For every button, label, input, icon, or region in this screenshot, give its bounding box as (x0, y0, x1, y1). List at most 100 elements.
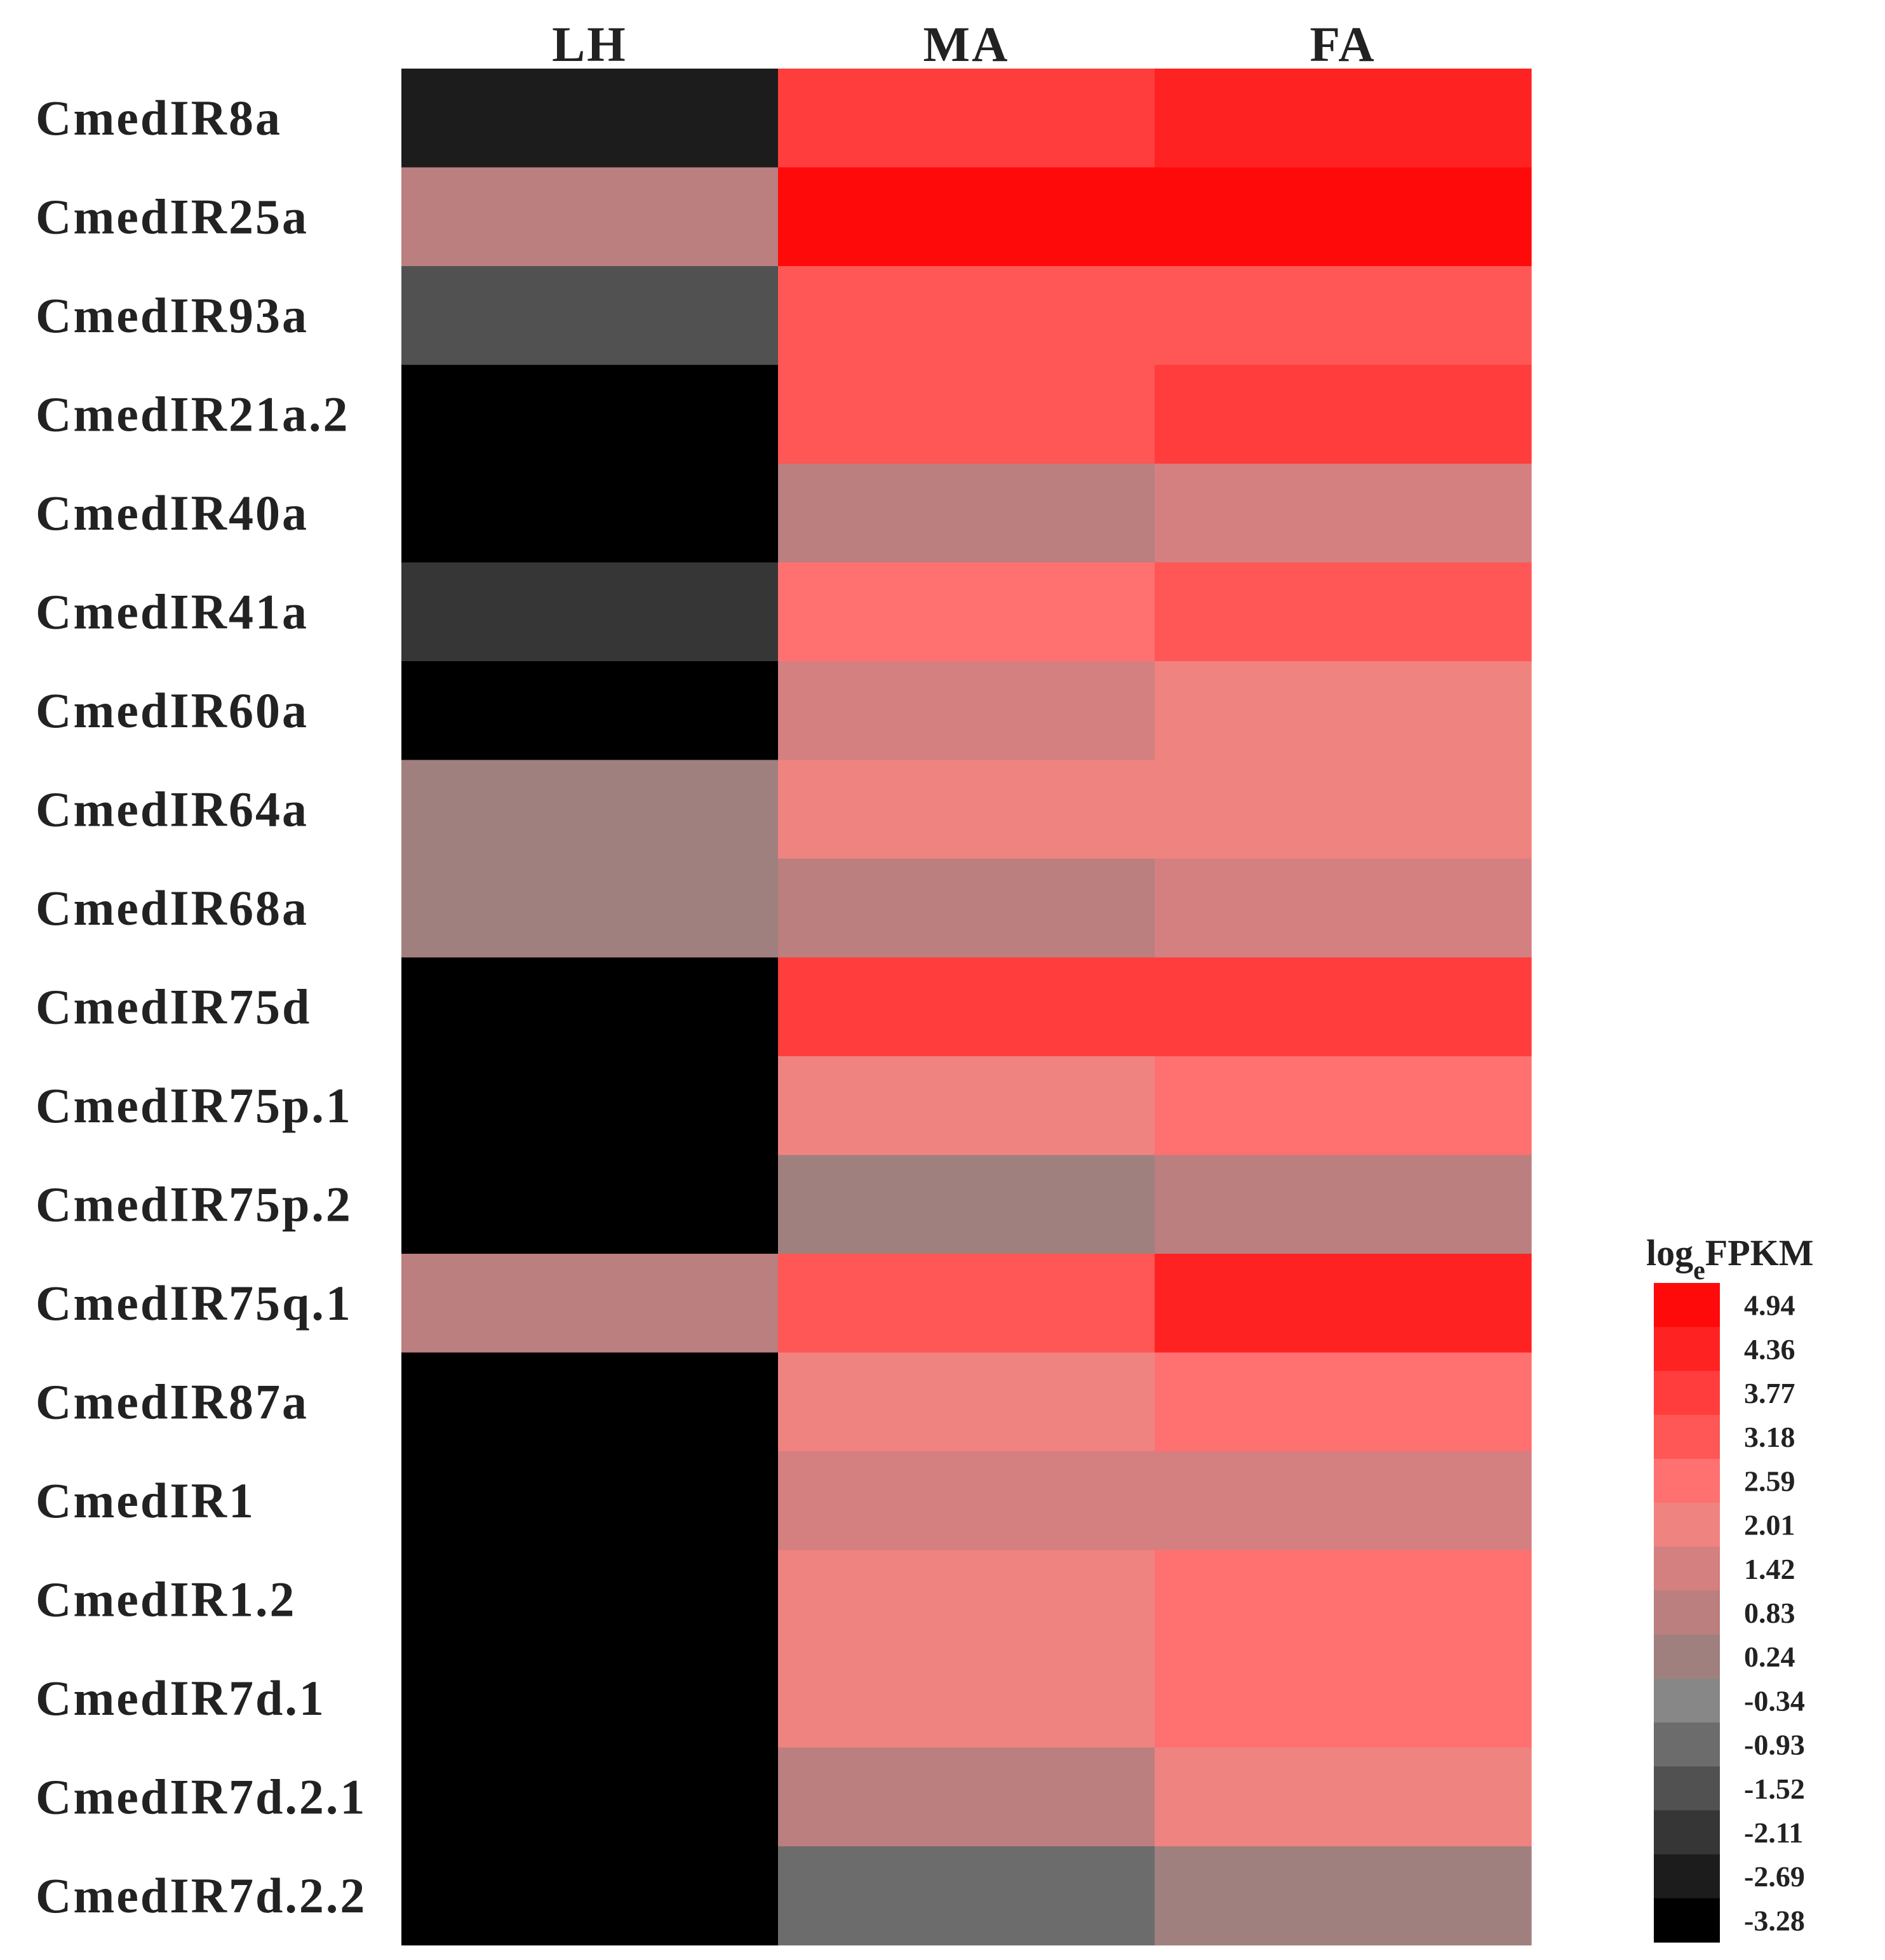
heatmap-cell (778, 1056, 1155, 1156)
heatmap-cell (401, 1649, 779, 1749)
row-label: CmedIR7d.2.1 (36, 1769, 366, 1824)
legend-swatch (1654, 1722, 1720, 1767)
legend-title-log: log (1646, 1232, 1693, 1273)
heatmap-cell (401, 760, 779, 859)
heatmap-cell (778, 167, 1155, 267)
heatmap-cell (778, 1451, 1155, 1551)
heatmap-cell (778, 1254, 1155, 1353)
row-label: CmedIR75d (36, 979, 311, 1034)
legend-swatch (1654, 1590, 1720, 1635)
heatmap-cell (1155, 1056, 1532, 1156)
row-label: CmedIR1.2 (36, 1571, 297, 1627)
row-label: CmedIR68a (36, 880, 309, 936)
heatmap-cell (1155, 1747, 1532, 1847)
heatmap-cell (401, 661, 779, 761)
heatmap-cell (1155, 859, 1532, 958)
legend-swatch (1654, 1503, 1720, 1547)
heatmap-cell (1155, 1155, 1532, 1254)
heatmap-cell (401, 1451, 779, 1551)
legend-swatch (1654, 1898, 1720, 1943)
legend-tick-label: 2.59 (1744, 1465, 1795, 1497)
heatmap-cell (1155, 957, 1532, 1057)
heatmap-cells (401, 69, 1532, 1946)
row-label: CmedIR75p.2 (36, 1176, 352, 1232)
legend-title-fpkm: FPKM (1705, 1232, 1814, 1273)
legend-swatch (1654, 1283, 1720, 1327)
legend-tick-label: -1.52 (1744, 1773, 1805, 1805)
row-label: CmedIR8a (36, 90, 282, 145)
heatmap-cell (401, 1550, 779, 1649)
heatmap-cell (401, 1155, 779, 1254)
legend-tick-label: 2.01 (1744, 1509, 1795, 1541)
legend-title: logeFPKM (1646, 1232, 1814, 1285)
heatmap-cell (778, 1649, 1155, 1749)
row-label: CmedIR75p.1 (36, 1078, 352, 1133)
heatmap-cell (401, 1846, 779, 1946)
legend-tick-label: 4.94 (1744, 1289, 1795, 1322)
heatmap-cell (778, 1747, 1155, 1847)
legend-tick-label: -2.11 (1744, 1816, 1803, 1849)
heatmap-cell (778, 266, 1155, 366)
heatmap-cell (778, 1155, 1155, 1254)
legend-tick-label: 1.42 (1744, 1553, 1795, 1585)
heatmap-cell (778, 69, 1155, 168)
heatmap-cell (401, 167, 779, 267)
row-labels: CmedIR8a CmedIR25a CmedIR93a CmedIR21a.2 Cme… (36, 90, 366, 1923)
row-label: CmedIR87a (36, 1374, 309, 1429)
heatmap-cell (1155, 1451, 1532, 1551)
heatmap-cell (1155, 266, 1532, 366)
heatmap-cell (401, 859, 779, 958)
legend-tick-label: 3.77 (1744, 1377, 1795, 1409)
row-label: CmedIR25a (36, 189, 309, 244)
row-label: CmedIR7d.1 (36, 1670, 326, 1726)
heatmap-cell (778, 562, 1155, 662)
legend-swatch (1654, 1634, 1720, 1679)
heatmap-cell (401, 69, 779, 168)
legend-swatch (1654, 1854, 1720, 1899)
legend-tick-label: 3.18 (1744, 1421, 1795, 1453)
legend-swatch (1654, 1371, 1720, 1416)
legend-swatch (1654, 1458, 1720, 1503)
heatmap-cell (1155, 167, 1532, 267)
column-label: LH (552, 17, 627, 72)
row-label: CmedIR60a (36, 683, 309, 738)
heatmap-cell (1155, 1254, 1532, 1353)
heatmap-cell (1155, 760, 1532, 859)
heatmap-cell (778, 464, 1155, 563)
legend-tick-label: -2.69 (1744, 1860, 1805, 1893)
column-label: FA (1310, 17, 1376, 72)
legend-swatch (1654, 1547, 1720, 1591)
row-label: CmedIR41a (36, 584, 309, 639)
legend-swatch (1654, 1766, 1720, 1811)
legend-tick-label: -0.93 (1744, 1729, 1805, 1761)
legend-tick-label: -0.34 (1744, 1684, 1805, 1717)
heatmap-cell (1155, 1846, 1532, 1946)
heatmap-cell (778, 859, 1155, 958)
heatmap-cell (1155, 1550, 1532, 1649)
heatmap-cell (778, 957, 1155, 1057)
legend-tick-label: 0.24 (1744, 1641, 1795, 1673)
heatmap-cell (401, 957, 779, 1057)
column-labels: LH MA FA (552, 17, 1376, 72)
row-label: CmedIR40a (36, 485, 309, 540)
heatmap-cell (1155, 365, 1532, 464)
legend-ticks: 4.94 4.36 3.77 3.18 2.59 2.01 1.42 0.83 0.24 -0.3… (1744, 1289, 1805, 1937)
row-label: CmedIR7d.2.2 (36, 1868, 366, 1923)
heatmap-cell (401, 365, 779, 464)
legend-tick-label: 4.36 (1744, 1333, 1795, 1366)
heatmap-cell (401, 1254, 779, 1353)
legend-swatch (1654, 1678, 1720, 1723)
heatmap-cell (778, 760, 1155, 859)
heatmap-cell (1155, 661, 1532, 761)
row-label: CmedIR64a (36, 781, 309, 836)
heatmap-cell (401, 464, 779, 563)
row-label: CmedIR75q.1 (36, 1275, 352, 1331)
heatmap-cell (1155, 1649, 1532, 1749)
heatmap-cell (401, 562, 779, 662)
legend-swatches (1654, 1283, 1720, 1943)
color-legend: logeFPKM 4.94 4.36 3.77 3.18 2.59 2.01 1.42 0.8… (1646, 1232, 1814, 1943)
heatmap-cell (778, 365, 1155, 464)
legend-title-subscript: e (1693, 1256, 1705, 1285)
heatmap-cell (401, 1747, 779, 1847)
